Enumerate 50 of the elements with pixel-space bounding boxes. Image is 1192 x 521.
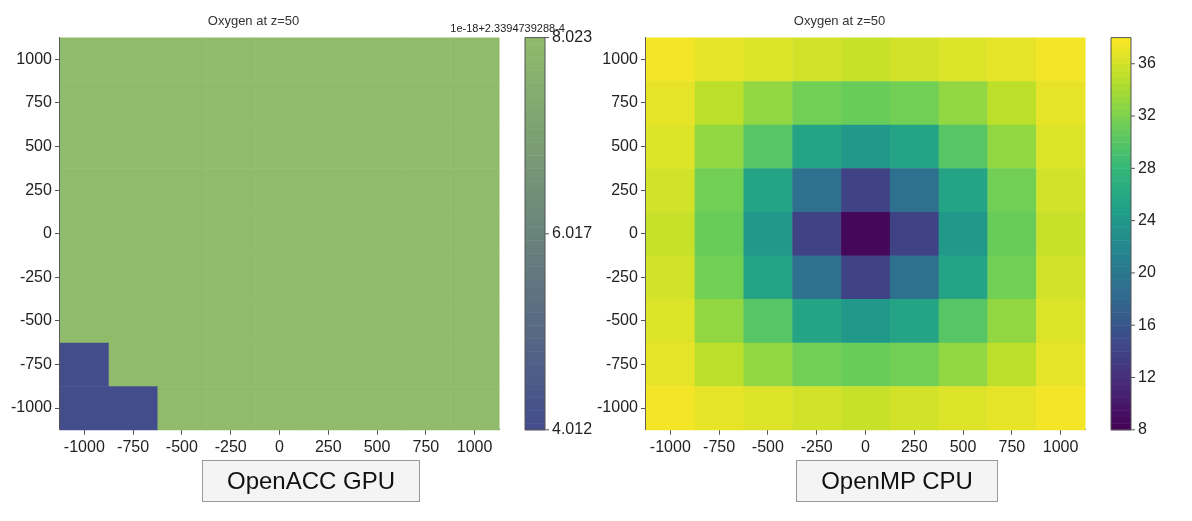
y-tick-label: 750 [25,93,53,111]
color-bar-label: 20 [1138,263,1156,281]
x-tick-label: -1000 [649,437,691,455]
x-tick-label: 750 [412,437,440,455]
x-tick-label: 0 [275,437,285,455]
y-tick-label: 500 [611,136,639,154]
y-tick-label: -750 [19,354,53,372]
color-bar-label: 4.012 [552,420,593,438]
text: OpenMP CPU [796,460,998,502]
y-tick-label: -250 [19,267,53,285]
color-bar-label: 24 [1138,211,1156,229]
y-tick-label: -250 [605,267,639,285]
x-tick-label: 750 [998,437,1026,455]
color-bar-label: 28 [1138,158,1156,176]
x-tick-label: 250 [314,437,342,455]
x-tick-label: -250 [214,437,247,455]
x-tick-label: -750 [703,437,736,455]
x-tick-label: 0 [861,437,871,455]
color-bar-label: 16 [1138,315,1156,333]
y-tick-label: -1000 [597,398,639,416]
x-tick-label: 500 [949,437,977,455]
color-bar-label: 36 [1138,54,1156,72]
y-tick-label: 1000 [602,49,639,67]
y-tick-label: 250 [25,180,53,198]
y-tick-label: 1000 [16,49,53,67]
y-tick-label: 0 [43,224,53,242]
chart-title: Oxygen at z=50 [207,13,300,29]
text: OpenACC GPU [201,460,421,502]
x-tick-label: 250 [900,437,928,455]
y-tick-label: 250 [611,180,639,198]
y-tick-label: 500 [25,136,53,154]
y-tick-label: -750 [605,354,639,372]
chart-title: Oxygen at z=50 [793,13,886,29]
color-bar-label: 6.017 [552,224,593,242]
y-tick-label: -500 [605,311,639,329]
y-tick-label: -500 [19,311,53,329]
y-tick-label: 750 [611,93,639,111]
color-bar-label: 12 [1138,367,1156,385]
x-tick-label: -1000 [63,437,105,455]
x-tick-label: 1000 [456,437,493,455]
y-tick-label: -1000 [11,398,53,416]
x-tick-label: -500 [165,437,198,455]
x-tick-label: 1000 [1042,437,1079,455]
y-tick-label: 0 [629,224,639,242]
x-tick-label: -500 [751,437,784,455]
x-tick-label: -250 [800,437,833,455]
x-tick-label: 500 [363,437,391,455]
x-tick-label: -750 [117,437,150,455]
color-bar-label: 8 [1138,420,1147,438]
color-bar-label: 32 [1138,106,1156,124]
